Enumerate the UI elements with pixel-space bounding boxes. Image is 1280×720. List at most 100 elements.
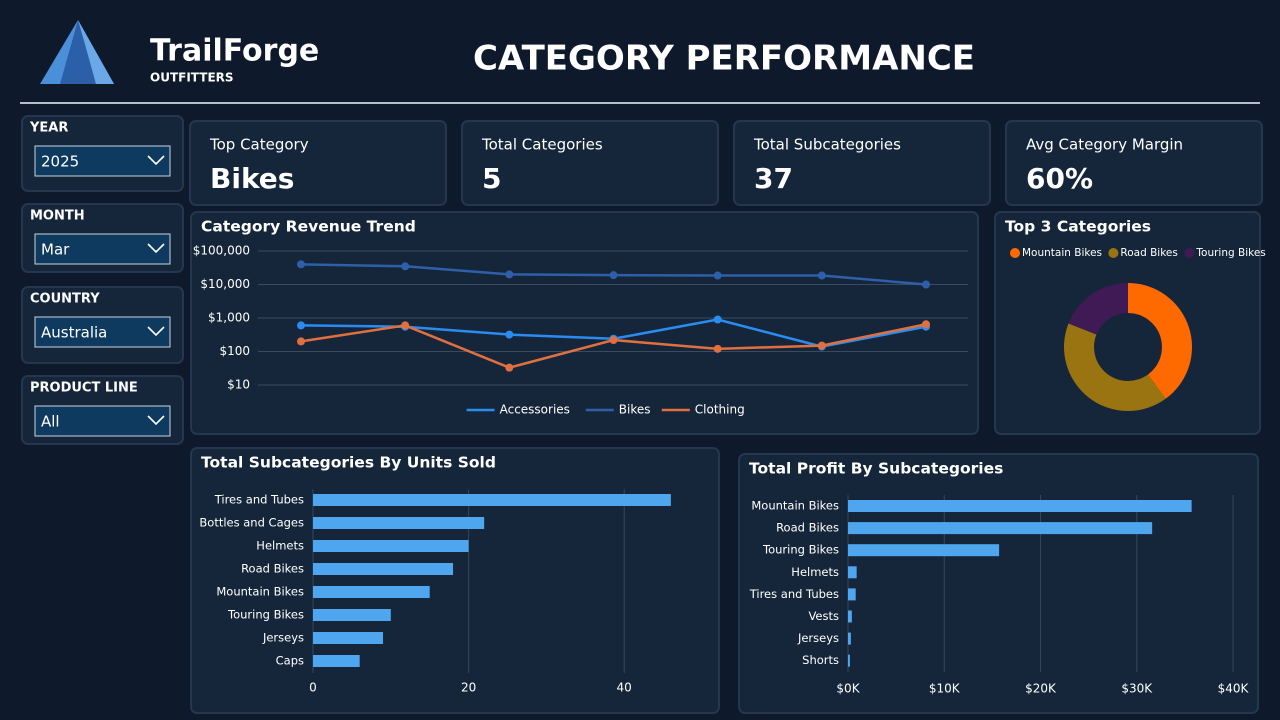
y-category-label: Helmets [256, 539, 304, 553]
kpi-label: Avg Category Margin [1026, 136, 1183, 154]
dropdown-value: All [41, 413, 60, 431]
y-tick-label: $100 [219, 344, 250, 358]
x-tick-label: 40 [617, 681, 632, 695]
bar [848, 500, 1192, 512]
y-category-label: Jerseys [797, 631, 839, 645]
kpi-value: 60% [1026, 162, 1093, 195]
chart-title: Category Revenue Trend [201, 218, 416, 236]
dropdown-chevron [147, 326, 165, 337]
series-point [297, 321, 305, 330]
kpi-card [733, 120, 991, 206]
dropdown[interactable] [34, 145, 171, 177]
dropdown-value: Mar [41, 241, 70, 259]
legend-label: Mountain Bikes [1022, 247, 1102, 259]
chart-title: Total Subcategories By Units Sold [201, 454, 496, 472]
dropdown-chevron [147, 155, 165, 166]
series-point [505, 270, 514, 279]
filter-label: PRODUCT LINE [30, 381, 138, 396]
series-point [505, 363, 514, 372]
dropdown-value: 2025 [41, 153, 79, 171]
x-tick-label: 0 [309, 681, 317, 695]
y-tick-label: $100,000 [193, 244, 250, 258]
bar [313, 586, 430, 598]
legend-marker [1184, 248, 1195, 258]
bar [313, 494, 671, 506]
kpi-value: 5 [482, 162, 501, 195]
dropdown-chevron [147, 243, 165, 254]
y-tick-label: $10 [227, 378, 250, 392]
series-point [297, 260, 305, 269]
x-tick-label: $30K [1121, 682, 1153, 696]
series-point [817, 271, 826, 280]
bar [313, 609, 391, 621]
bar [848, 610, 852, 623]
x-tick-label: $40K [1218, 682, 1250, 696]
dropdown-value: Australia [41, 324, 107, 342]
filter-label: YEAR [29, 121, 68, 136]
dropdown[interactable] [34, 405, 171, 437]
series-point [401, 321, 410, 330]
y-category-label: Mountain Bikes [751, 499, 839, 513]
y-category-label: Jerseys [262, 631, 304, 645]
series-point [713, 344, 722, 353]
kpi-card [1005, 120, 1263, 206]
donut-slice [1068, 283, 1128, 335]
y-category-label: Road Bikes [776, 521, 839, 535]
y-category-label: Vests [808, 609, 839, 623]
kpi-value: 37 [754, 162, 793, 195]
brand: TrailForge [150, 34, 319, 69]
legend-label: Road Bikes [1120, 247, 1177, 259]
kpi-card [461, 120, 719, 206]
bar [313, 655, 360, 667]
series-point [817, 341, 826, 350]
series-point [922, 320, 930, 329]
series-point [297, 337, 305, 346]
kpi-card [189, 120, 447, 206]
series-point [713, 315, 722, 324]
y-category-label: Touring Bikes [762, 543, 839, 557]
x-tick-label: 20 [461, 681, 476, 695]
y-category-label: Tires and Tubes [749, 587, 839, 601]
series-point [401, 262, 410, 271]
legend-marker [1108, 248, 1119, 258]
y-category-label: Shorts [802, 653, 839, 667]
kpi-label: Total Subcategories [753, 136, 901, 154]
y-tick-label: $1,000 [208, 311, 250, 325]
y-category-label: Helmets [791, 565, 839, 579]
legend-marker [1010, 248, 1020, 258]
bar [848, 632, 851, 645]
chart-panel [190, 211, 979, 435]
bar [313, 540, 469, 552]
y-category-label: Touring Bikes [227, 608, 304, 622]
bar [848, 654, 850, 667]
y-category-label: Road Bikes [241, 562, 304, 576]
page-title: CATEGORY PERFORMANCE [473, 39, 975, 79]
series-point [609, 336, 618, 345]
y-category-label: Caps [276, 654, 304, 668]
kpi-value: Bikes [210, 162, 294, 195]
x-tick-label: $0K [836, 682, 860, 696]
kpi-label: Top Category [209, 136, 309, 154]
legend-label: Touring Bikes [1195, 247, 1265, 259]
dropdown-chevron [147, 415, 165, 426]
chart-title: Total Profit By Subcategories [749, 460, 1003, 478]
chart-panel [994, 211, 1261, 435]
series-point [505, 330, 514, 339]
bar [848, 588, 856, 601]
legend-label: Clothing [695, 403, 745, 417]
y-category-label: Bottles and Cages [199, 516, 304, 530]
bar [848, 522, 1153, 535]
chart-panel [190, 447, 720, 714]
series-point [713, 271, 722, 280]
y-category-label: Tires and Tubes [214, 493, 304, 507]
series-point [609, 271, 618, 280]
dropdown[interactable] [34, 233, 171, 265]
legend-label: Accessories [500, 403, 570, 417]
logo [40, 20, 114, 84]
y-category-label: Mountain Bikes [216, 585, 304, 599]
bar [313, 517, 485, 529]
dropdown[interactable] [34, 316, 171, 348]
bar [848, 544, 1000, 557]
donut-slice [1128, 283, 1193, 399]
